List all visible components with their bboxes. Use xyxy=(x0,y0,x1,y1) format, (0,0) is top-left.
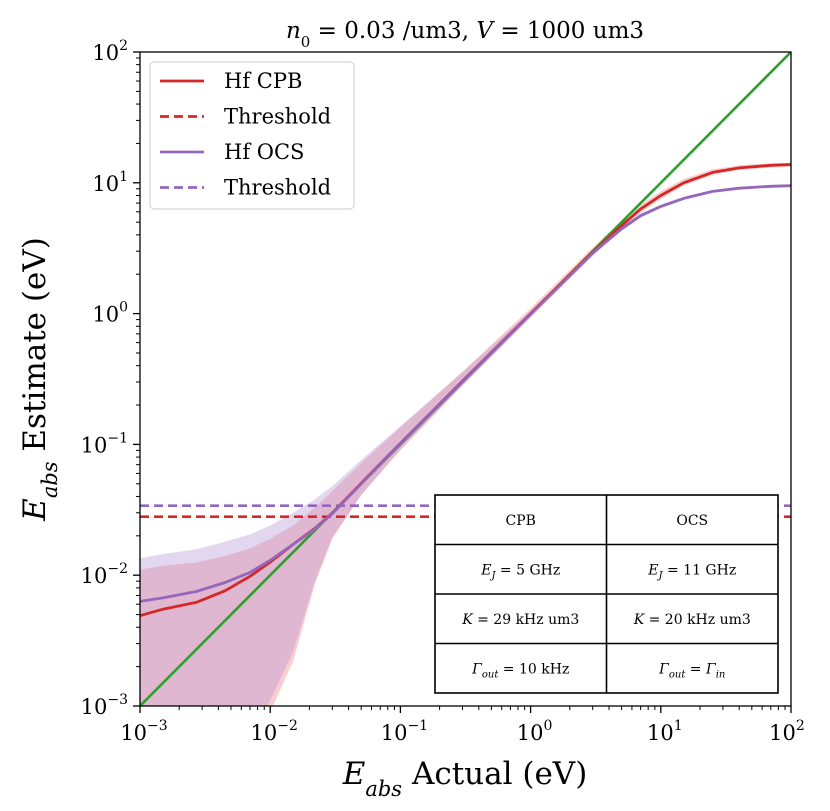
table-cell: EJ = 11 GHz xyxy=(647,562,736,581)
y-tick-label-base: 10 xyxy=(81,564,108,588)
y-tick-label-exp: 2 xyxy=(119,38,128,54)
plot-frame xyxy=(139,51,792,707)
y-tick-label-exp: 0 xyxy=(119,300,128,316)
table-cell: K = 20 kHz um3 xyxy=(633,612,751,628)
table-cell-var: K xyxy=(633,612,646,628)
x-tick-label: 102 xyxy=(769,718,805,745)
series-line-hf-ocs xyxy=(140,184,791,603)
table-cell-text: OCS xyxy=(676,513,708,529)
table-cell: EJ = 5 GHz xyxy=(480,562,560,581)
title-sub-0: 0 xyxy=(301,33,311,51)
title-var-v: V xyxy=(476,18,495,44)
table-cell-text: CPB xyxy=(506,513,536,529)
x-tick-label-base: 10 xyxy=(120,721,147,745)
x-tick-label-exp: 1 xyxy=(674,718,683,734)
uncertainty-bands xyxy=(140,162,791,706)
table-cell: CPB xyxy=(506,513,536,529)
y-axis-label-text: Estimate (eV) xyxy=(17,237,53,461)
title-eq2: = 1000 um3 xyxy=(493,18,644,44)
legend: Hf CPB Threshold Hf OCS Threshold xyxy=(149,61,355,210)
legend-label-0: Hf CPB xyxy=(224,69,302,93)
axis-tick-labels: 10−3 10−2 10−1 100 101 10210−310−210−11001011… xyxy=(81,38,805,745)
table-cell-sub2: in xyxy=(716,669,726,680)
table-cell-sub: out xyxy=(669,669,686,680)
axis-ticks xyxy=(133,51,792,713)
y-tick-label-exp: −1 xyxy=(107,430,128,446)
title-var-n: n xyxy=(286,18,301,44)
table-cell-sub: out xyxy=(482,669,499,680)
table-cell-rest: = xyxy=(685,661,706,677)
legend-label-1: Threshold xyxy=(224,105,331,129)
y-tick-label-base: 10 xyxy=(92,41,119,65)
x-tick-label: 10−3 xyxy=(120,718,167,745)
x-tick-label-exp: 0 xyxy=(544,718,553,734)
table-cell-var: E xyxy=(480,562,491,578)
y-tick-label-base: 10 xyxy=(81,695,108,719)
x-tick-label-base: 10 xyxy=(647,721,674,745)
x-tick-label-base: 10 xyxy=(517,721,544,745)
x-axis-label: Eabs Actual (eV) xyxy=(342,756,588,801)
y-tick-label: 100 xyxy=(92,300,128,327)
table-cell-rest: = 5 GHz xyxy=(495,562,560,578)
title-eq1: = 0.03 /um3, xyxy=(310,18,476,44)
table-cell-var: E xyxy=(647,562,658,578)
table-cell-var: K xyxy=(461,612,474,628)
x-tick-label-base: 10 xyxy=(769,721,796,745)
legend-label-3: Threshold xyxy=(224,176,331,200)
table-cell-rest: = 29 kHz um3 xyxy=(473,612,580,628)
band-hf-ocs xyxy=(140,184,791,706)
x-tick-label: 10−1 xyxy=(381,718,428,745)
x-tick-label-exp: 2 xyxy=(796,718,805,734)
y-tick-label: 10−3 xyxy=(81,692,128,719)
y-tick-label: 102 xyxy=(92,38,128,65)
y-tick-label-exp: −2 xyxy=(107,561,128,577)
x-tick-label: 100 xyxy=(517,718,553,745)
table-cell-var: Γ xyxy=(471,661,483,677)
x-tick-label-base: 10 xyxy=(381,721,408,745)
table-cell-sub: J xyxy=(657,570,664,581)
y-tick-label: 101 xyxy=(92,169,128,196)
y-tick-label-base: 10 xyxy=(81,433,108,457)
x-axis-label-sub: abs xyxy=(365,777,402,801)
table-cell-sub: J xyxy=(489,570,496,581)
x-tick-label-exp: −3 xyxy=(147,718,168,734)
x-axis-label-var: E xyxy=(342,756,366,792)
y-tick-label-exp: −3 xyxy=(107,692,128,708)
table-cell-var: Γ xyxy=(658,661,670,677)
table-cell-rest: = 11 GHz xyxy=(663,562,737,578)
x-tick-label: 10−2 xyxy=(251,718,298,745)
table-cell: K = 29 kHz um3 xyxy=(461,612,579,628)
x-tick-label-exp: −2 xyxy=(277,718,298,734)
y-tick-label: 10−1 xyxy=(81,430,128,457)
y-tick-label-exp: 1 xyxy=(119,169,128,185)
y-axis-label: Eabs Estimate (eV) xyxy=(17,237,62,522)
chart-title: n0 = 0.03 /um3, V = 1000 um3 xyxy=(286,18,644,51)
table-cell: Γout = 10 kHz xyxy=(471,661,569,680)
y-axis-label-var: E xyxy=(17,498,53,522)
table-cell-var2: Γ xyxy=(705,661,717,677)
table-cell-rest: = 10 kHz xyxy=(498,661,569,677)
x-tick-label: 101 xyxy=(647,718,683,745)
band-hf-cpb xyxy=(140,162,791,706)
y-tick-label: 10−2 xyxy=(81,561,128,588)
legend-box xyxy=(149,61,355,210)
table-cell: Γout = Γin xyxy=(658,661,725,680)
table-cell-rest: = 20 kHz um3 xyxy=(644,612,751,628)
y-axis-label-sub: abs xyxy=(38,461,62,498)
x-tick-label-base: 10 xyxy=(251,721,278,745)
x-tick-label-exp: −1 xyxy=(407,718,428,734)
x-axis-label-text: Actual (eV) xyxy=(402,756,587,792)
legend-label-2: Hf OCS xyxy=(224,140,304,164)
y-tick-label-base: 10 xyxy=(92,172,119,196)
y-tick-label-base: 10 xyxy=(92,303,119,327)
table-cell: OCS xyxy=(676,513,708,529)
